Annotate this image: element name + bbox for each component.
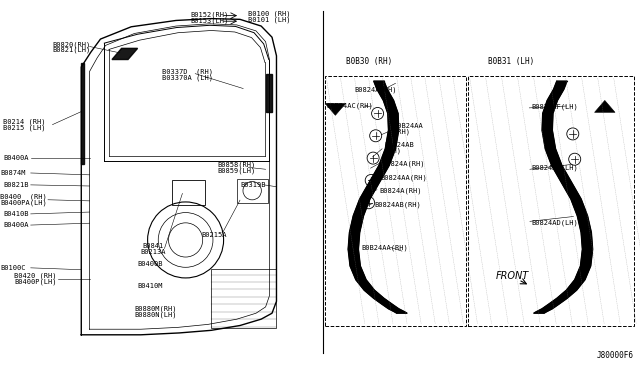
Text: B0824A(RH): B0824A(RH) (354, 87, 396, 93)
Text: B0821(LH): B0821(LH) (52, 47, 91, 54)
Polygon shape (595, 100, 615, 112)
Text: B0420 (RH): B0420 (RH) (14, 273, 56, 279)
Text: B0874M: B0874M (0, 170, 26, 176)
Text: B0410B: B0410B (3, 211, 29, 217)
Polygon shape (348, 81, 407, 313)
Text: B0820(RH): B0820(RH) (52, 41, 91, 48)
Polygon shape (112, 48, 138, 60)
Polygon shape (534, 81, 593, 313)
Text: (RH): (RH) (384, 147, 401, 154)
Text: B0100C: B0100C (0, 265, 26, 271)
Polygon shape (266, 74, 272, 112)
Bar (172, 180, 205, 205)
Text: B0B24AC(RH): B0B24AC(RH) (326, 103, 373, 109)
Text: B0B31 (LH): B0B31 (LH) (488, 57, 534, 66)
Text: B0880N(LH): B0880N(LH) (134, 312, 177, 318)
Text: B0400A: B0400A (3, 222, 29, 228)
Text: B0B24AA(RH): B0B24AA(RH) (362, 244, 408, 251)
Text: B0824AD(LH): B0824AD(LH) (531, 219, 578, 226)
Text: B0824AF(LH): B0824AF(LH) (531, 104, 578, 110)
Text: B0824A(RH): B0824A(RH) (379, 187, 421, 194)
Bar (468, 76, 634, 326)
Text: B0859(LH): B0859(LH) (218, 167, 256, 174)
Text: B0824A(RH): B0824A(RH) (383, 160, 425, 167)
Text: B0215A: B0215A (202, 232, 227, 238)
Text: B0821B: B0821B (3, 182, 29, 188)
Text: B0880M(RH): B0880M(RH) (134, 305, 177, 312)
Polygon shape (325, 103, 346, 115)
Text: FRONT: FRONT (496, 271, 529, 281)
Text: B0B24AA: B0B24AA (394, 124, 423, 129)
Text: B0B24AB: B0B24AB (384, 142, 413, 148)
Text: B0824AB(RH): B0824AB(RH) (374, 201, 421, 208)
Text: B0400PA(LH): B0400PA(LH) (0, 199, 47, 206)
Text: B0400  (RH): B0400 (RH) (0, 193, 47, 200)
Text: B0400P(LH): B0400P(LH) (14, 279, 56, 285)
Text: B0100 (RH): B0100 (RH) (248, 10, 291, 17)
Text: B0101 (LH): B0101 (LH) (248, 16, 291, 23)
Text: B0152(RH): B0152(RH) (191, 12, 229, 18)
Text: B0B30 (RH): B0B30 (RH) (346, 57, 392, 66)
Text: B0319B: B0319B (240, 182, 266, 188)
Text: (RH): (RH) (394, 129, 411, 135)
Text: B0337D  (RH): B0337D (RH) (162, 68, 213, 75)
Polygon shape (81, 63, 84, 164)
Text: B03370A (LH): B03370A (LH) (162, 74, 213, 81)
Text: B0841: B0841 (142, 243, 163, 248)
Bar (211, 269, 276, 328)
Text: B0213A: B0213A (141, 249, 166, 255)
Text: B0824AE(LH): B0824AE(LH) (531, 165, 578, 171)
Text: B0410M: B0410M (138, 283, 163, 289)
Text: B0400B: B0400B (138, 261, 163, 267)
Bar (237, 179, 268, 203)
Text: B0400A: B0400A (3, 155, 29, 161)
Text: J80000F6: J80000F6 (596, 351, 634, 360)
Text: B0153(LH): B0153(LH) (191, 18, 229, 25)
Text: B0824AA(RH): B0824AA(RH) (381, 174, 428, 181)
Bar (325, 76, 466, 326)
Text: B0215 (LH): B0215 (LH) (3, 125, 45, 131)
Text: B0214 (RH): B0214 (RH) (3, 119, 45, 125)
Text: B0858(RH): B0858(RH) (218, 161, 256, 168)
